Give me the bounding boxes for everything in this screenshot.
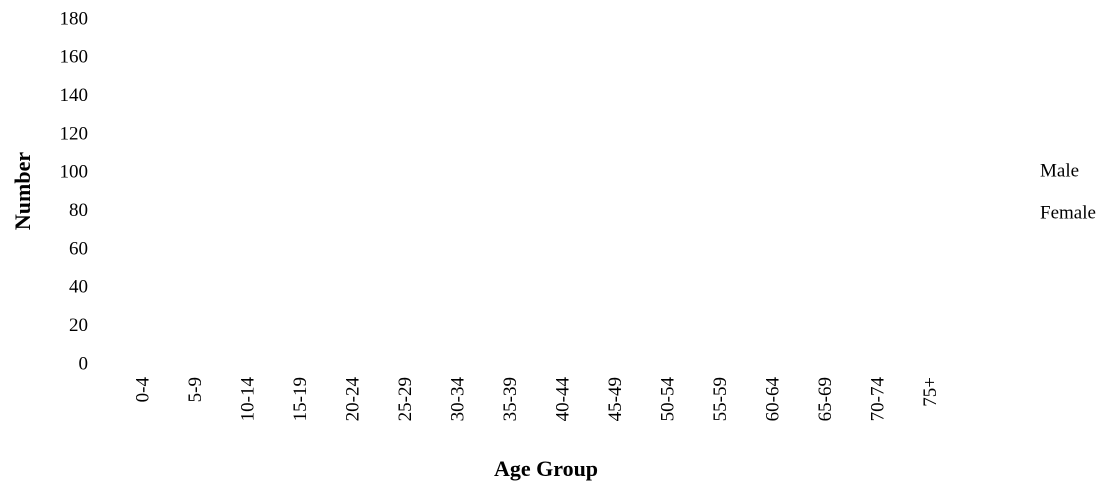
y-axis-ticks: 0 20 40 60 80 100 120 140 160 180: [60, 8, 89, 374]
y-tick-label: 140: [60, 85, 89, 106]
x-axis-ticks: 0-4 5-9 10-14 15-19 20-24 25-29 30-34 35-39 40-4…: [132, 377, 941, 422]
x-tick-label: 45-49: [605, 377, 626, 421]
y-tick-label: 80: [69, 200, 88, 221]
y-tick-label: 60: [69, 238, 88, 259]
y-tick-label: 0: [79, 353, 89, 374]
y-axis-title: Number: [10, 152, 35, 230]
x-tick-label: 0-4: [132, 377, 153, 403]
x-tick-label: 35-39: [500, 377, 521, 421]
legend: Male Female: [1040, 160, 1096, 223]
y-tick-label: 120: [60, 123, 89, 144]
y-tick-label: 40: [69, 277, 88, 298]
x-tick-label: 70-74: [867, 377, 888, 422]
y-tick-label: 160: [60, 47, 89, 68]
legend-entry-male: Male: [1040, 160, 1079, 181]
x-tick-label: 75+: [920, 377, 941, 407]
x-tick-label: 15-19: [290, 377, 311, 421]
x-axis-title: Age Group: [494, 456, 598, 481]
x-tick-label: 65-69: [815, 377, 836, 421]
x-tick-label: 40-44: [552, 377, 573, 422]
x-tick-label: 5-9: [185, 377, 206, 402]
x-tick-label: 30-34: [447, 377, 468, 422]
y-tick-label: 20: [69, 315, 88, 336]
x-tick-label: 25-29: [395, 377, 416, 421]
x-tick-label: 50-54: [657, 377, 678, 422]
x-tick-label: 60-64: [762, 377, 783, 422]
y-tick-label: 100: [60, 162, 89, 183]
y-tick-label: 180: [60, 8, 89, 29]
x-tick-label: 10-14: [237, 377, 258, 422]
legend-entry-female: Female: [1040, 202, 1096, 223]
x-tick-label: 20-24: [342, 377, 363, 422]
x-tick-label: 55-59: [710, 377, 731, 421]
